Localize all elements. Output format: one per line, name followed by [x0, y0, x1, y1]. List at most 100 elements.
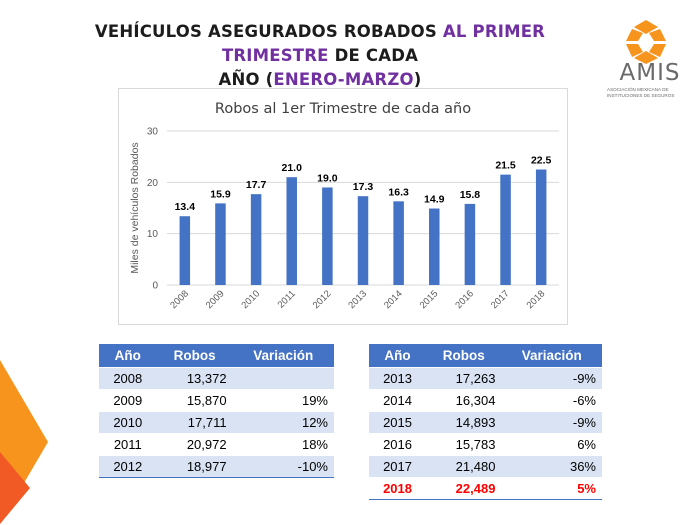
data-label: 15.9: [210, 188, 231, 200]
chart-title: Robos al 1er Trimestre de cada año: [215, 101, 471, 117]
data-label: 17.7: [246, 179, 267, 191]
column-header: Variación: [501, 344, 602, 368]
column-header: Año: [369, 344, 427, 368]
column-header: Robos: [156, 344, 233, 368]
cell-variacion: -9%: [501, 367, 602, 390]
cell-year: 2010: [99, 411, 157, 434]
bar: [500, 174, 511, 285]
cell-variacion: 12%: [232, 411, 334, 434]
cell-year: 2009: [99, 389, 157, 412]
cell-variacion: 36%: [501, 455, 602, 478]
x-tick-label: 2015: [418, 288, 441, 311]
data-label: 17.3: [353, 181, 374, 193]
cell-year: 2012: [99, 455, 157, 478]
title-part: AÑO (: [218, 70, 274, 89]
title-highlight: AL PRIMER TRIMESTRE: [221, 22, 546, 65]
cell-variacion: -6%: [501, 389, 602, 412]
table-row-highlighted: 2018 22,489 5%: [369, 477, 602, 500]
x-tick-label: 2013: [346, 288, 369, 311]
cell-variacion: 18%: [232, 433, 334, 456]
bar: [286, 177, 297, 285]
cell-robos: 13,372: [156, 367, 233, 390]
cell-year: 2011: [99, 433, 157, 456]
decorative-triangle: [0, 452, 30, 524]
cell-robos: 20,972: [156, 433, 233, 456]
cell-robos: 22,489: [426, 477, 502, 500]
cell-robos: 16,304: [426, 389, 502, 412]
cell-year: 2008: [99, 367, 157, 390]
data-table-left: Año Robos Variación 2008 13,372 2009 15,…: [99, 344, 334, 478]
cell-year: 2014: [369, 389, 427, 412]
amis-logo-icon: [626, 20, 666, 64]
bar: [464, 203, 476, 285]
title-part: ): [413, 70, 422, 89]
x-tick-label: 2012: [311, 288, 334, 311]
cell-variacion: [232, 367, 334, 390]
y-tick-label: 10: [147, 229, 159, 240]
cell-robos: 15,783: [426, 433, 502, 456]
cell-year: 2016: [369, 433, 427, 456]
chart-container: Robos al 1er Trimestre de cada año Miles …: [118, 88, 568, 325]
bar: [250, 194, 262, 285]
logo-subtitle: Asociación Mexicana de Instituciones de …: [607, 87, 695, 98]
table-row: 2011 20,972 18%: [99, 433, 334, 456]
y-axis-label: Miles de vehículos Robados: [129, 142, 141, 273]
cell-robos: 17,263: [426, 367, 502, 390]
data-table-right: Año Robos Variación 2013 17,263 -9% 2014…: [369, 344, 602, 500]
x-tick-label: 2016: [453, 288, 476, 311]
data-label: 22.5: [531, 155, 552, 167]
column-header: Año: [99, 344, 157, 368]
y-tick-label: 0: [152, 281, 158, 292]
cell-year: 2013: [369, 367, 427, 390]
logo-subtitle-line: Instituciones de Seguros: [607, 92, 675, 98]
table-row: 2017 21,480 36%: [369, 455, 602, 478]
cell-year: 2015: [369, 411, 427, 434]
bar-chart: Robos al 1er Trimestre de cada año Miles …: [129, 101, 559, 311]
cell-year: 2017: [369, 455, 427, 478]
title-part: VEHÍCULOS ASEGURADOS ROBADOS: [94, 22, 443, 41]
table-row: 2009 15,870 19%: [99, 389, 334, 412]
table-row: 2015 14,893 -9%: [369, 411, 602, 434]
cell-year: 2018: [369, 477, 427, 500]
data-label: 16.3: [388, 186, 409, 198]
table-row: 2012 18,977 -10%: [99, 455, 334, 478]
bar: [179, 216, 191, 285]
table-row: 2008 13,372: [99, 367, 334, 390]
bar: [429, 208, 440, 285]
cell-robos: 18,977: [156, 455, 233, 478]
table-header-row: Año Robos Variación: [99, 344, 334, 368]
x-tick-label: 2017: [489, 288, 512, 311]
bar: [393, 201, 404, 285]
table-header-row: Año Robos Variación: [369, 344, 602, 368]
data-label: 13.4: [175, 201, 196, 213]
data-label: 14.9: [424, 194, 445, 206]
table-row: 2014 16,304 -6%: [369, 389, 602, 412]
x-tick-label: 2008: [168, 288, 191, 311]
table-row: 2016 15,783 6%: [369, 433, 602, 456]
table-row: 2013 17,263 -9%: [369, 367, 602, 390]
cell-variacion: -9%: [501, 411, 602, 434]
column-header: Variación: [232, 344, 334, 368]
x-tick-label: 2018: [525, 288, 548, 311]
cell-robos: 14,893: [426, 411, 502, 434]
x-tick-label: 2014: [382, 288, 405, 311]
cell-robos: 15,870: [156, 389, 233, 412]
x-tick-label: 2010: [239, 288, 262, 311]
bar: [535, 169, 547, 285]
data-label: 19.0: [317, 172, 338, 184]
title-part: DE CADA: [328, 46, 419, 65]
column-header: Robos: [426, 344, 502, 368]
logo-name: AMIS: [619, 60, 681, 86]
bar: [357, 196, 369, 285]
cell-variacion: 5%: [501, 477, 602, 500]
cell-robos: 21,480: [426, 455, 502, 478]
bar: [322, 187, 333, 285]
cell-variacion: 19%: [232, 389, 334, 412]
cell-variacion: 6%: [501, 433, 602, 456]
data-label: 21.0: [282, 162, 303, 174]
page-title: VEHÍCULOS ASEGURADOS ROBADOS AL PRIMER T…: [40, 20, 600, 92]
data-label: 15.8: [460, 189, 481, 201]
data-label: 21.5: [495, 160, 516, 172]
y-tick-label: 20: [147, 178, 159, 189]
title-highlight: ENERO-MARZO: [273, 70, 414, 89]
